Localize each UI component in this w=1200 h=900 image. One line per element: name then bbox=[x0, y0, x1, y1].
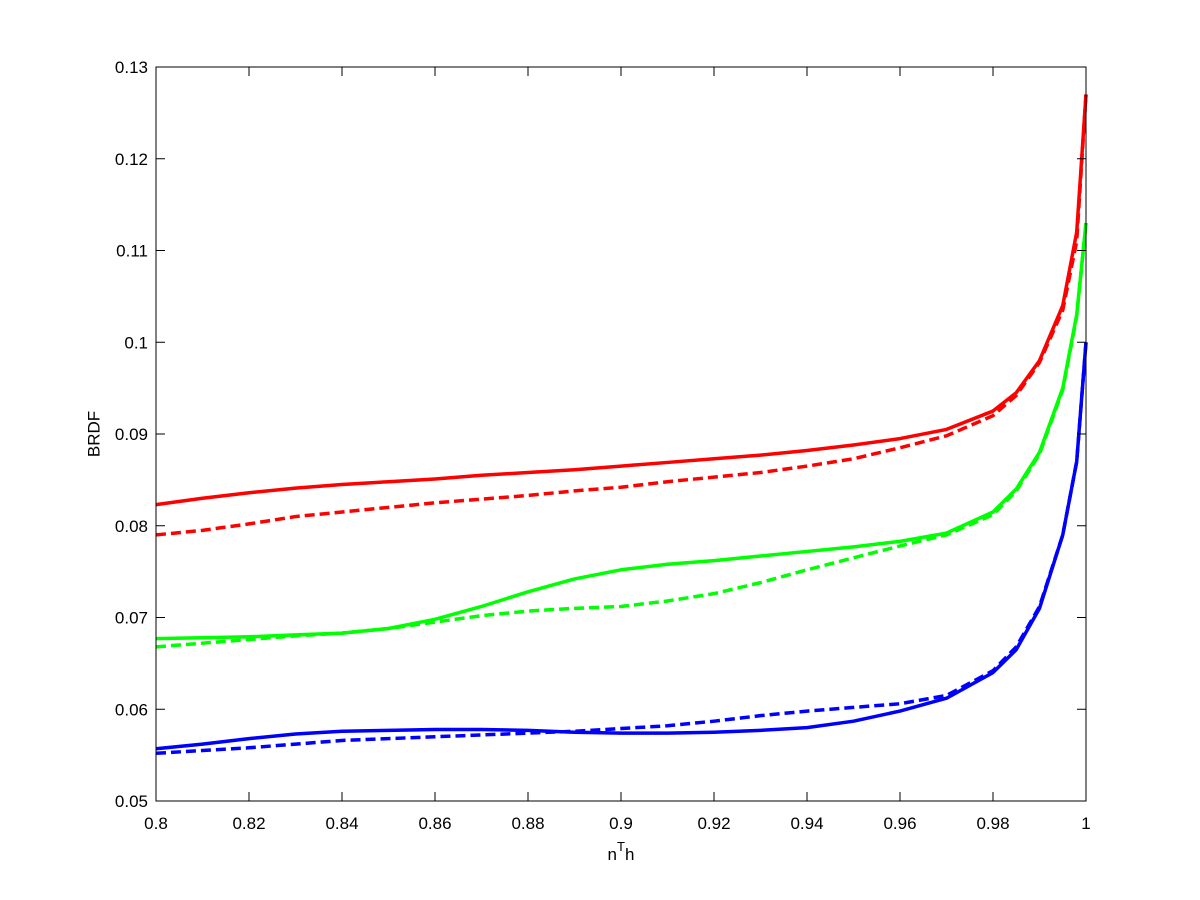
y-tick-label: 0.09 bbox=[115, 425, 148, 444]
x-label-part: n bbox=[608, 845, 617, 864]
x-tick-label: 0.92 bbox=[697, 814, 730, 833]
x-label-part: h bbox=[625, 845, 634, 864]
y-tick-label: 0.13 bbox=[115, 58, 148, 77]
x-tick-label: 1 bbox=[1081, 814, 1090, 833]
series-line bbox=[155, 94, 1088, 537]
x-tick-label: 0.8 bbox=[144, 814, 168, 833]
y-tick-label: 0.11 bbox=[116, 242, 148, 261]
x-axis-label: nTh bbox=[608, 839, 635, 864]
y-tick-label: 0.08 bbox=[115, 517, 148, 536]
x-tick-label: 0.96 bbox=[883, 814, 916, 833]
y-tick-label: 0.1 bbox=[124, 333, 148, 352]
y-tick-label: 0.07 bbox=[115, 609, 148, 628]
x-tick-label: 0.94 bbox=[790, 814, 823, 833]
y-tick-label: 0.06 bbox=[115, 700, 148, 719]
y-axis-label: BRDF bbox=[84, 411, 103, 457]
x-tick-label: 0.98 bbox=[976, 814, 1009, 833]
series-line bbox=[155, 342, 1088, 751]
y-tick-label: 0.05 bbox=[115, 792, 148, 811]
x-tick-label: 0.9 bbox=[609, 814, 633, 833]
x-tick-label: 0.84 bbox=[325, 814, 358, 833]
series-line bbox=[155, 342, 1088, 756]
y-tick-label: 0.12 bbox=[115, 150, 148, 169]
x-tick-label: 0.88 bbox=[511, 814, 544, 833]
x-tick-label: 0.82 bbox=[232, 814, 265, 833]
x-tick-label: 0.86 bbox=[418, 814, 451, 833]
series-line bbox=[155, 222, 1088, 649]
x-label-superscript: T bbox=[617, 839, 625, 854]
